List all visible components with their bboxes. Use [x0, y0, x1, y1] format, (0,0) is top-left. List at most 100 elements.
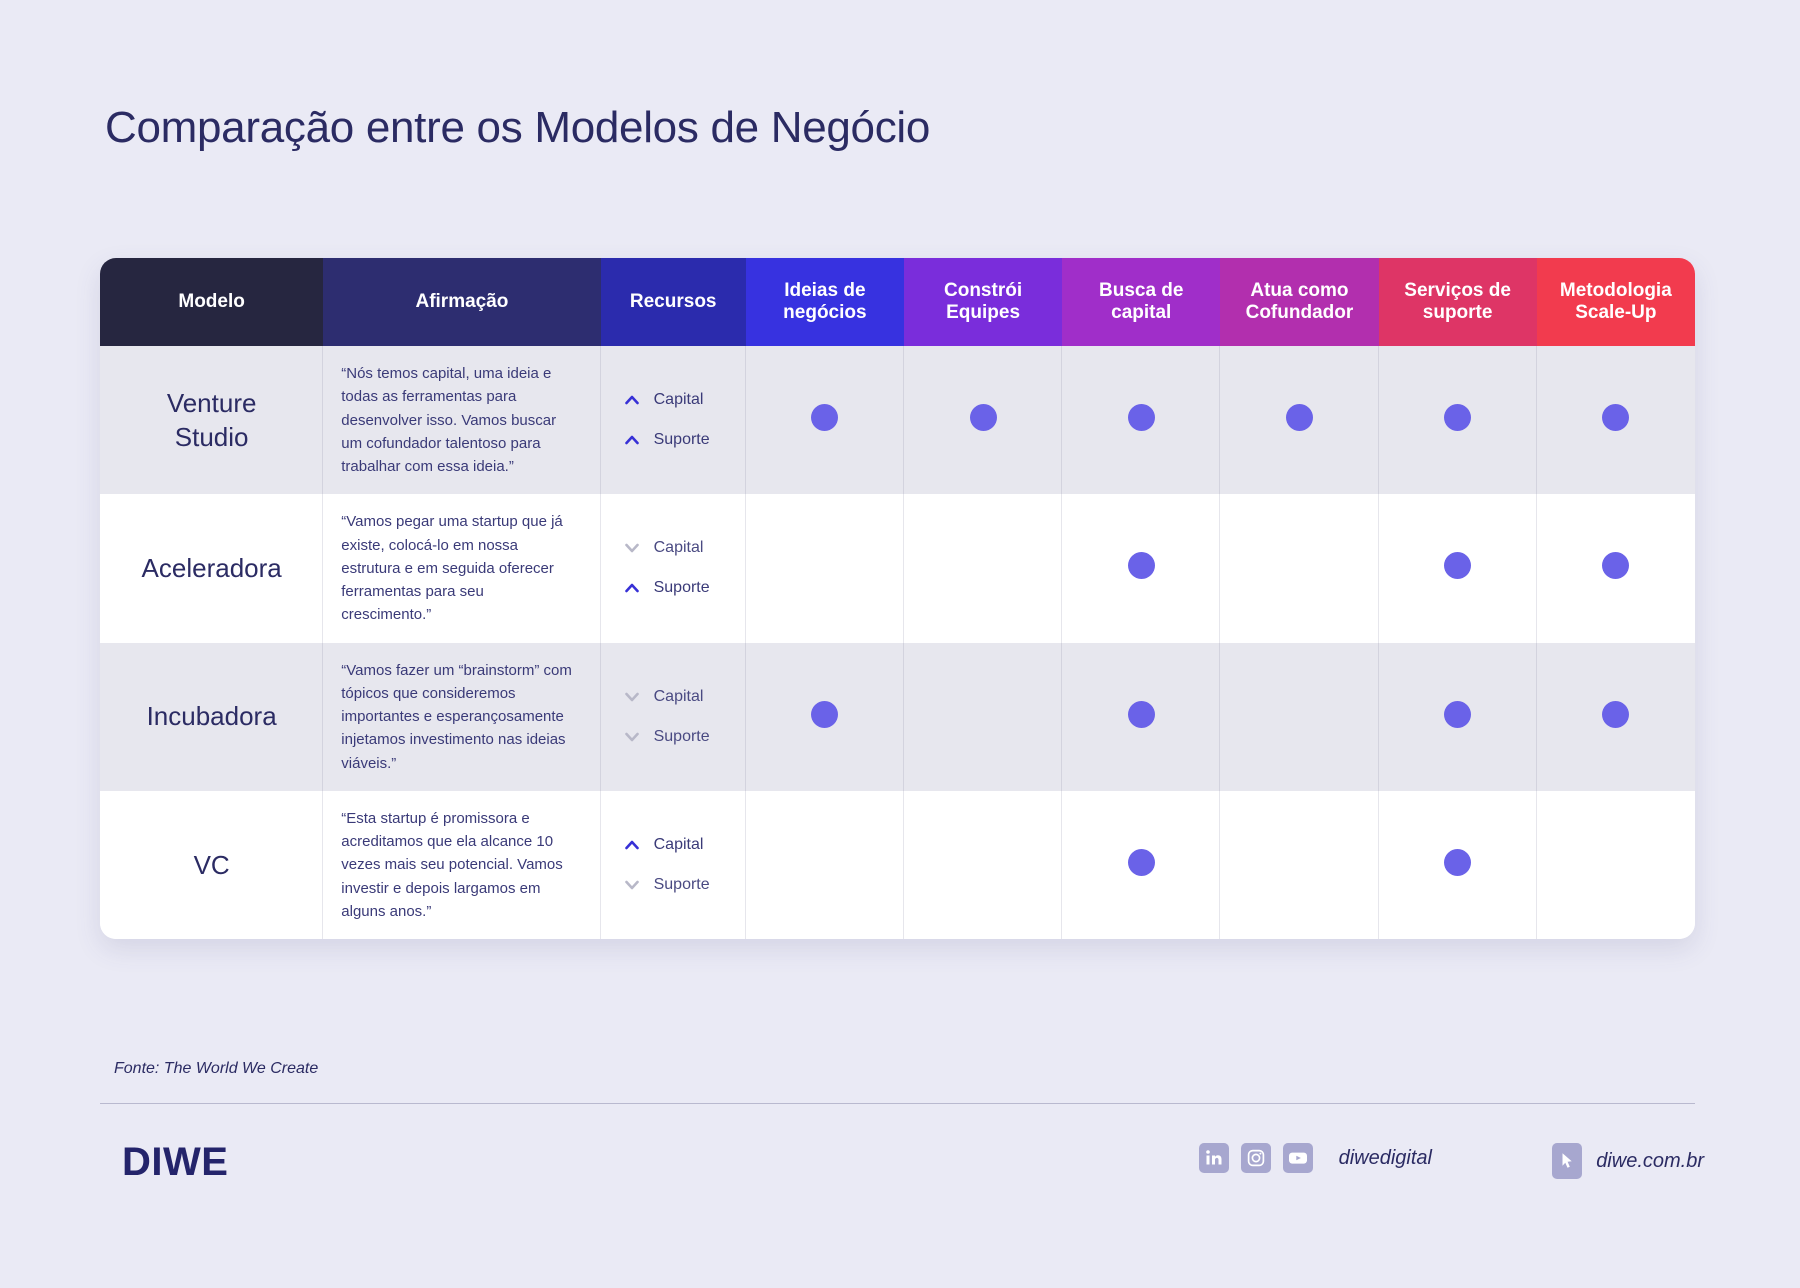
cell-ideias-de-negocios [745, 790, 904, 939]
cell-busca-de-capital [1062, 642, 1221, 791]
resources-list: Capital Suporte [601, 525, 746, 611]
quote-text: “Esta startup é promissora e acreditamos… [341, 809, 563, 920]
cell-recursos: Capital Suporte [600, 494, 746, 643]
resource-label: Capital [653, 835, 704, 853]
capability-dot [1444, 552, 1472, 580]
column-header-recursos: Recursos [600, 258, 746, 346]
cell-busca-de-capital [1062, 790, 1221, 939]
table-row: Incubadora “Vamos fazer um “brainstorm” c… [100, 642, 1695, 791]
page-title: Comparação entre os Modelos de Negócio [105, 103, 931, 152]
cell-servicos-de-suporte [1378, 494, 1537, 643]
website-label[interactable]: diwe.com.br [1596, 1149, 1704, 1172]
resource-suporte: Suporte [623, 579, 746, 597]
table-row: VC “Esta startup é promissora e acreditam… [100, 790, 1695, 939]
resource-label: Capital [653, 687, 704, 705]
capability-dot [1602, 552, 1630, 580]
cell-metodologia-scale-up [1536, 346, 1695, 495]
youtube-icon[interactable] [1282, 1143, 1313, 1173]
resource-capital: Capital [623, 688, 746, 706]
cell-busca-de-capital [1062, 494, 1221, 643]
cell-metodologia-scale-up [1536, 642, 1695, 791]
cell-servicos-de-suporte [1378, 642, 1537, 791]
header-line: Constrói [944, 279, 1023, 301]
resource-label: Suporte [653, 431, 710, 449]
capability-dot [811, 404, 839, 432]
header-line: Scale-Up [1575, 302, 1657, 323]
resource-label: Capital [653, 391, 704, 409]
website-link[interactable]: diwe.com.br [1552, 1143, 1704, 1179]
linkedin-icon[interactable] [1198, 1143, 1229, 1173]
resource-label: Capital [653, 539, 704, 557]
cell-afirmacao: “Esta startup é promissora e acreditamos… [323, 790, 601, 939]
cell-servicos-de-suporte [1378, 346, 1537, 495]
resource-capital: Capital [623, 836, 746, 854]
cell-modelo: Incubadora [100, 642, 324, 791]
cell-atua-como-cofundador [1220, 346, 1379, 495]
cell-constroi-equipes [903, 790, 1063, 939]
brand-logo: DIWE [122, 1140, 229, 1184]
resources-list: Capital Suporte [601, 377, 746, 463]
quote-text: “Vamos fazer um “brainstorm” com tópicos… [341, 661, 572, 772]
modelo-label: Aceleradora [141, 553, 282, 584]
header-line: capital [1111, 302, 1172, 323]
instagram-icon[interactable] [1240, 1143, 1271, 1173]
social-links: diwedigital [1198, 1143, 1432, 1173]
column-header-afirmacao: Afirmação [323, 258, 601, 346]
header-line: Metodologia [1559, 279, 1672, 301]
cell-constroi-equipes [903, 642, 1063, 791]
chevron-down-icon [623, 688, 641, 706]
cell-atua-como-cofundador [1220, 790, 1379, 939]
cell-metodologia-scale-up [1536, 494, 1695, 643]
capability-dot [1127, 404, 1155, 432]
cell-recursos: Capital Suporte [600, 790, 746, 939]
cell-recursos: Capital Suporte [600, 642, 746, 791]
cell-modelo: Aceleradora [100, 494, 324, 643]
column-header-atua-como-cofundador: Atua como Cofundador [1220, 258, 1379, 346]
cell-recursos: Capital Suporte [600, 346, 746, 495]
modelo-label: Incubadora [146, 701, 277, 732]
source-note: Fonte: The World We Create [114, 1060, 319, 1077]
resource-capital: Capital [623, 391, 746, 409]
capability-dot [1444, 700, 1472, 728]
header-line: Busca de [1099, 279, 1184, 301]
cell-metodologia-scale-up [1536, 790, 1695, 939]
quote-text: “Vamos pegar uma startup que já existe, … [341, 513, 563, 624]
resource-suporte: Suporte [623, 431, 746, 449]
column-header-modelo: Modelo [100, 258, 324, 346]
capability-dot [811, 700, 839, 728]
resource-label: Suporte [653, 875, 710, 893]
chevron-down-icon [623, 539, 641, 557]
quote-text: “Nós temos capital, uma ideia e todas as… [341, 365, 557, 475]
capability-dot [1602, 700, 1630, 728]
table-body: Venture Studio “Nós temos capital, uma ide… [100, 346, 1695, 939]
table-header-row: Modelo Afirmação Recursos Ideias de negó… [100, 258, 1695, 346]
capability-dot [1127, 848, 1155, 876]
cell-servicos-de-suporte [1378, 790, 1537, 939]
header-line: Recursos [629, 290, 717, 312]
column-header-constroi-equipes: Constrói Equipes [903, 258, 1063, 346]
cell-constroi-equipes [903, 346, 1063, 495]
chevron-up-icon [623, 391, 641, 409]
resources-list: Capital Suporte [601, 822, 746, 908]
cell-modelo: VC [100, 790, 324, 939]
cell-ideias-de-negocios [745, 346, 904, 495]
modelo-label: Venture Studio [166, 387, 257, 453]
header-line: negócios [783, 302, 867, 323]
column-header-busca-de-capital: Busca de capital [1062, 258, 1221, 346]
capability-dot [1127, 552, 1155, 580]
social-handle[interactable]: diwedigital [1338, 1146, 1432, 1169]
column-header-servicos-de-suporte: Serviços de suporte [1378, 258, 1537, 346]
table-row: Aceleradora “Vamos pegar uma startup que … [100, 494, 1695, 643]
capability-dot [1285, 404, 1313, 432]
chevron-down-icon [623, 728, 641, 746]
column-header-ideias-de-negocios: Ideias de negócios [745, 258, 904, 346]
cell-afirmacao: “Vamos pegar uma startup que já existe, … [323, 494, 601, 643]
cell-afirmacao: “Vamos fazer um “brainstorm” com tópicos… [323, 642, 601, 791]
chevron-up-icon [623, 431, 641, 449]
cell-atua-como-cofundador [1220, 494, 1379, 643]
resource-label: Suporte [653, 579, 710, 597]
comparison-table: Modelo Afirmação Recursos Ideias de negó… [100, 258, 1695, 939]
header-line: Cofundador [1245, 302, 1354, 323]
footer-divider [100, 1103, 1695, 1104]
